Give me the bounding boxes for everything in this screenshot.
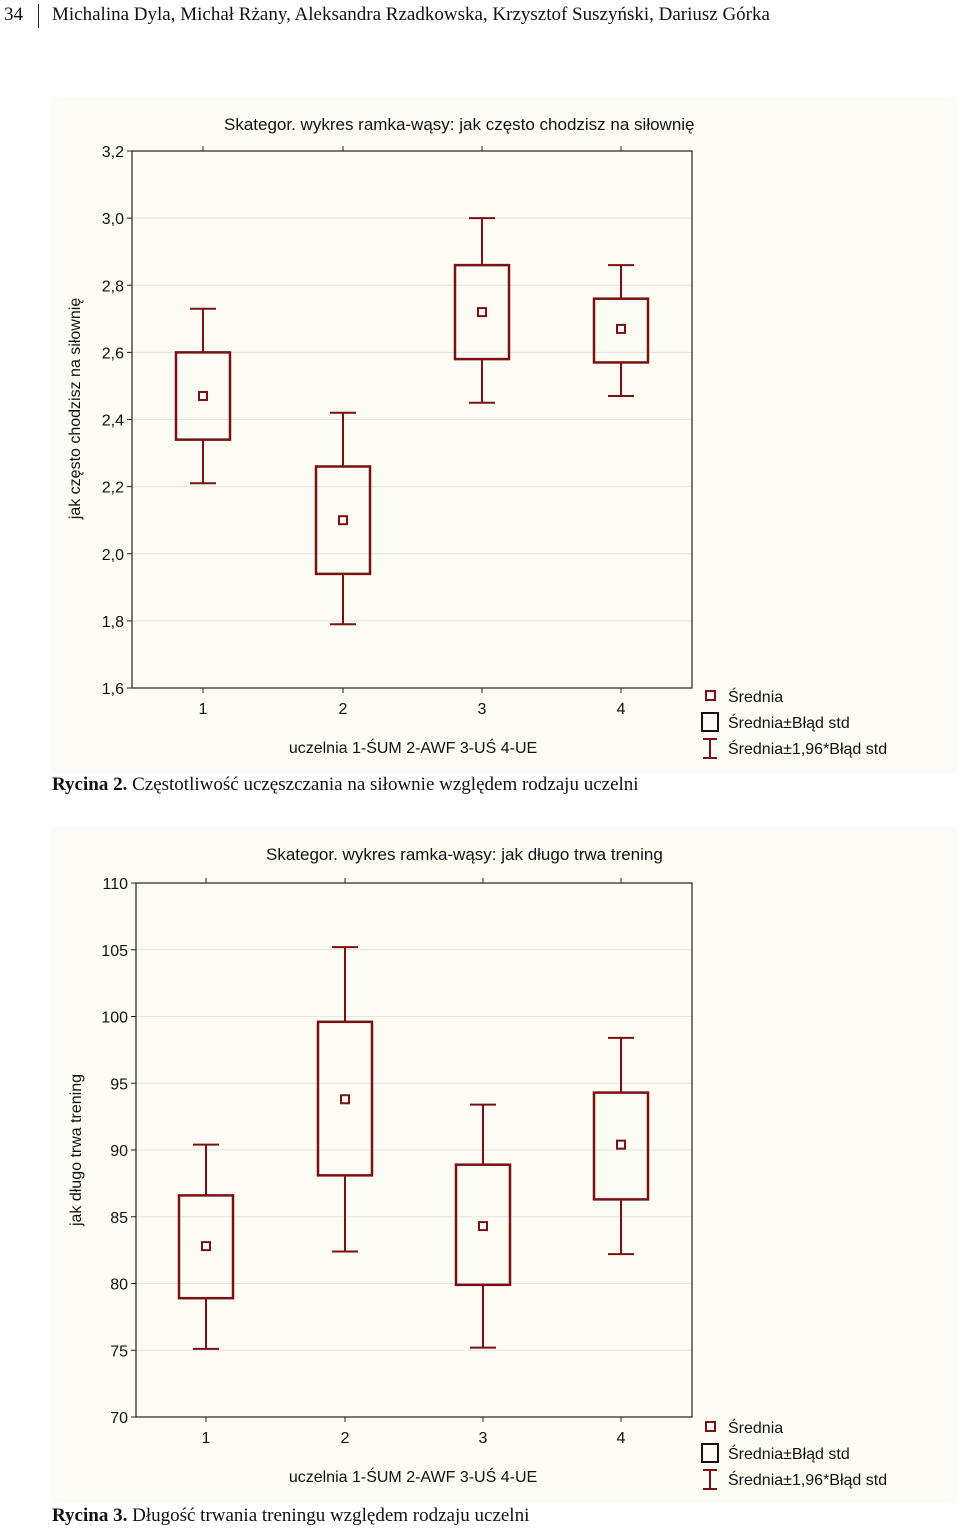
y-tick-label: 90 — [110, 1143, 128, 1160]
legend-label: Średnia±Błąd std — [728, 1444, 850, 1463]
mean-marker — [340, 1094, 350, 1105]
x-tick-label: 2 — [341, 1430, 350, 1447]
figure-training-duration: 70 75 80 85 90 95 100 105 110 Skategor. wykres ra… — [50, 827, 958, 1503]
y-tick-label: 110 — [102, 876, 128, 893]
running-head: 34 Michalina Dyla, Michał Rżany, Aleksan… — [0, 0, 960, 36]
se-box — [314, 465, 372, 576]
x-axis-label: uczelnia 1-ŚUM 2-AWF 3-UŚ 4-UE — [289, 1467, 537, 1486]
legend-label: Średnia — [728, 1418, 783, 1437]
chart-title: Skategor. wykres ramka-wąsy: jak często … — [224, 115, 695, 134]
y-axis-label: jak często chodzisz na siłownię — [67, 298, 84, 521]
se-box — [453, 263, 511, 361]
y-tick-label: 3,0 — [102, 211, 124, 228]
y-tick-label: 70 — [110, 1410, 128, 1427]
mean-marker — [616, 323, 626, 334]
y-tick-label: 2,8 — [102, 278, 124, 295]
plot-frame — [131, 150, 693, 689]
legend-label: Średnia±1,96*Błąd std — [728, 1470, 887, 1489]
y-tick-label: 1,6 — [102, 681, 124, 698]
figure-caption-2: Rycina 2. Częstotliwość uczęszczania na … — [52, 774, 639, 796]
se-box — [316, 1020, 374, 1177]
y-tick-label: 2,2 — [102, 480, 124, 497]
y-tick-label: 85 — [110, 1210, 128, 1227]
x-tick-label: 3 — [478, 701, 487, 718]
y-tick-label: 2,4 — [102, 413, 124, 430]
header-divider — [38, 4, 39, 28]
x-tick-label: 2 — [339, 701, 348, 718]
legend-label: Średnia±Błąd std — [728, 713, 850, 732]
boxplot-chart-training-duration: 70 75 80 85 90 95 100 105 110 Skategor. wykres ra… — [68, 845, 887, 1490]
mean-marker — [616, 1139, 626, 1150]
chart-title: Skategor. wykres ramka-wąsy: jak długo t… — [266, 845, 663, 864]
authors: Michalina Dyla, Michał Rżany, Aleksandra… — [52, 4, 770, 25]
mean-marker — [198, 391, 208, 402]
y-tick-label: 95 — [110, 1076, 128, 1093]
page-number: 34 — [4, 4, 23, 25]
y-tick-label: 3,2 — [102, 144, 124, 161]
legend-se-icon — [701, 1443, 719, 1463]
boxplot-chart-gym-frequency: 1,6 1,8 2,0 2,2 2,4 2,6 2,8 3,0 3,2 Skategor. wyk… — [67, 115, 887, 759]
se-box — [177, 1194, 235, 1300]
se-box — [592, 297, 650, 364]
figure-gym-frequency: 1,6 1,8 2,0 2,2 2,4 2,6 2,8 3,0 3,2 Skategor. wyk… — [50, 97, 958, 773]
legend-label: Średnia — [728, 687, 783, 706]
y-tick-label: 2,0 — [102, 547, 124, 564]
y-tick-label: 2,6 — [102, 345, 124, 362]
y-tick-label: 80 — [110, 1277, 128, 1294]
se-box — [174, 351, 232, 441]
y-axis-label: jak długo trwa trening — [68, 1074, 85, 1227]
se-box — [454, 1163, 512, 1287]
plot-frame — [135, 882, 693, 1418]
y-tick-label: 105 — [101, 943, 128, 960]
caption-label: Rycina 2. — [52, 774, 128, 795]
legend-label: Średnia±1,96*Błąd std — [728, 739, 887, 758]
y-tick-label: 100 — [101, 1010, 128, 1027]
figure-caption-3: Rycina 3. Długość trwania treningu wzglę… — [52, 1505, 529, 1527]
mean-marker — [201, 1241, 211, 1252]
x-tick-label: 3 — [479, 1430, 488, 1447]
legend-mean-icon — [705, 690, 716, 701]
x-tick-label: 1 — [199, 701, 208, 718]
caption-text: Długość trwania treningu względem rodzaj… — [127, 1505, 530, 1526]
y-tick-label: 1,8 — [102, 614, 124, 631]
y-tick-label: 75 — [110, 1343, 128, 1360]
x-tick-label: 1 — [202, 1430, 211, 1447]
mean-marker — [478, 1221, 488, 1232]
legend-se-icon — [701, 712, 719, 732]
x-tick-label: 4 — [617, 1430, 626, 1447]
x-axis-label: uczelnia 1-ŚUM 2-AWF 3-UŚ 4-UE — [289, 738, 537, 757]
caption-label: Rycina 3. — [52, 1505, 128, 1526]
mean-marker — [338, 515, 348, 526]
x-tick-label: 4 — [617, 701, 626, 718]
legend-mean-icon — [705, 1421, 716, 1432]
se-box — [592, 1091, 650, 1201]
mean-marker — [477, 307, 487, 318]
caption-text: Częstotliwość uczęszczania na siłownie w… — [127, 774, 639, 795]
